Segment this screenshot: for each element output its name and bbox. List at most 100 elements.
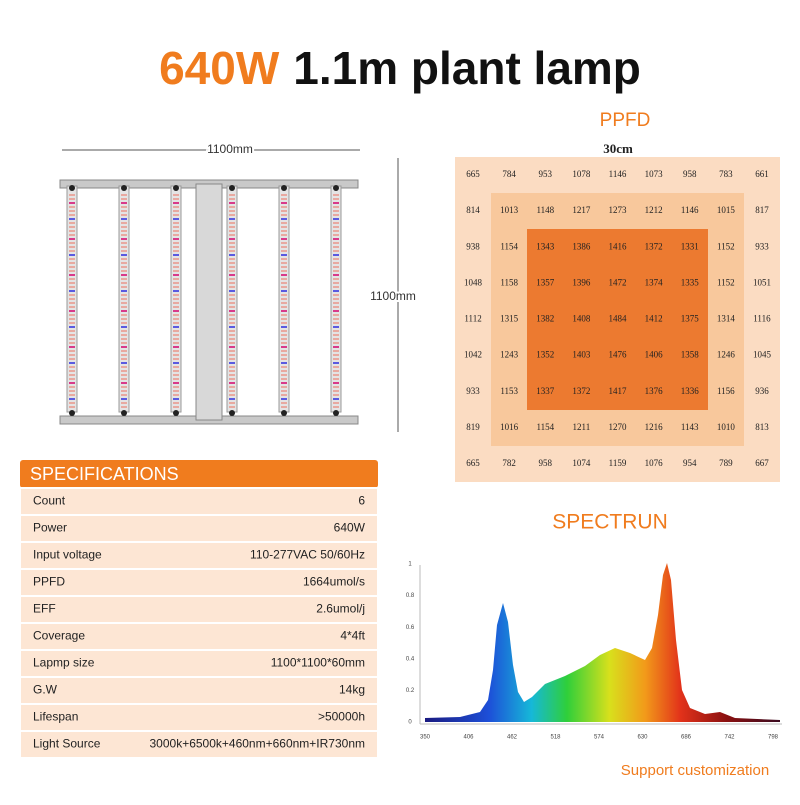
spec-row	[19, 568, 379, 597]
ppfd-value: 1416	[609, 241, 628, 251]
led	[333, 282, 339, 284]
led	[173, 230, 179, 232]
led	[281, 286, 287, 288]
led	[121, 202, 127, 204]
led	[229, 238, 235, 240]
led	[121, 254, 127, 256]
led	[69, 390, 75, 392]
driver-beam	[195, 183, 223, 421]
led	[121, 294, 127, 296]
ppfd-value: 936	[755, 386, 769, 396]
led	[69, 254, 75, 256]
led	[121, 298, 127, 300]
led	[281, 206, 287, 208]
ppfd-value: 1212	[645, 205, 663, 215]
ppfd-value: 1372	[645, 241, 663, 251]
ppfd-scale: 30cm	[603, 141, 633, 156]
led	[229, 350, 235, 352]
led	[281, 194, 287, 196]
ppfd-value: 1211	[573, 422, 591, 432]
led	[281, 342, 287, 344]
led	[333, 394, 339, 396]
led	[121, 238, 127, 240]
led	[173, 198, 179, 200]
led	[69, 394, 75, 396]
ppfd-value: 1335	[681, 277, 700, 287]
led	[229, 222, 235, 224]
bar-clip	[69, 185, 75, 191]
led	[173, 302, 179, 304]
ppfd-value: 1246	[717, 350, 736, 360]
led	[121, 314, 127, 316]
led	[121, 366, 127, 368]
ppfd-value: 1376	[645, 386, 664, 396]
ppfd-value: 1016	[500, 422, 519, 432]
y-tick-label: 0.8	[406, 593, 415, 599]
led	[333, 338, 339, 340]
spec-row	[19, 676, 379, 705]
led	[229, 302, 235, 304]
led	[281, 322, 287, 324]
led	[173, 246, 179, 248]
spec-value: 4*4ft	[340, 629, 365, 643]
led	[173, 282, 179, 284]
led	[69, 306, 75, 308]
led	[121, 246, 127, 248]
y-tick-label: 0	[408, 720, 412, 726]
led	[281, 326, 287, 328]
led	[69, 198, 75, 200]
title-highlight: 640W	[159, 42, 280, 94]
ppfd-value: 784	[502, 169, 516, 179]
led	[333, 406, 339, 408]
led	[229, 202, 235, 204]
led	[281, 290, 287, 292]
led	[333, 202, 339, 204]
led	[333, 402, 339, 404]
bar-clip	[121, 410, 127, 416]
ppfd-value: 1042	[464, 350, 482, 360]
ppfd-value: 953	[539, 169, 553, 179]
led	[229, 386, 235, 388]
led	[229, 398, 235, 400]
led	[333, 314, 339, 316]
spec-label: Lapmp size	[33, 656, 95, 670]
led	[333, 222, 339, 224]
ppfd-value: 1331	[681, 241, 699, 251]
led	[281, 210, 287, 212]
led	[333, 334, 339, 336]
spectrum-curve	[425, 563, 780, 722]
ppfd-value: 1116	[753, 314, 771, 324]
spec-value: 640W	[334, 521, 366, 535]
ppfd-value: 1358	[681, 350, 700, 360]
x-tick-label: 798	[768, 735, 779, 741]
led	[173, 398, 179, 400]
led	[281, 226, 287, 228]
led	[333, 294, 339, 296]
led	[173, 254, 179, 256]
ppfd-value: 1476	[609, 350, 628, 360]
led	[281, 274, 287, 276]
y-tick-label: 0.4	[406, 656, 415, 662]
led	[173, 286, 179, 288]
led	[69, 330, 75, 332]
led	[281, 398, 287, 400]
led	[173, 234, 179, 236]
spec-value: 1100*1100*60mm	[271, 656, 365, 670]
led	[229, 286, 235, 288]
led	[121, 382, 127, 384]
led	[173, 390, 179, 392]
led	[281, 250, 287, 252]
led	[333, 306, 339, 308]
led	[333, 214, 339, 216]
led	[69, 258, 75, 260]
led	[281, 338, 287, 340]
led	[69, 202, 75, 204]
x-tick-label: 462	[507, 735, 518, 741]
led	[69, 302, 75, 304]
x-tick-label: 518	[550, 735, 561, 741]
spec-label: PPFD	[33, 575, 65, 589]
led	[229, 354, 235, 356]
ppfd-value: 1372	[572, 386, 590, 396]
ppfd-value: 1270	[609, 422, 628, 432]
led	[333, 242, 339, 244]
